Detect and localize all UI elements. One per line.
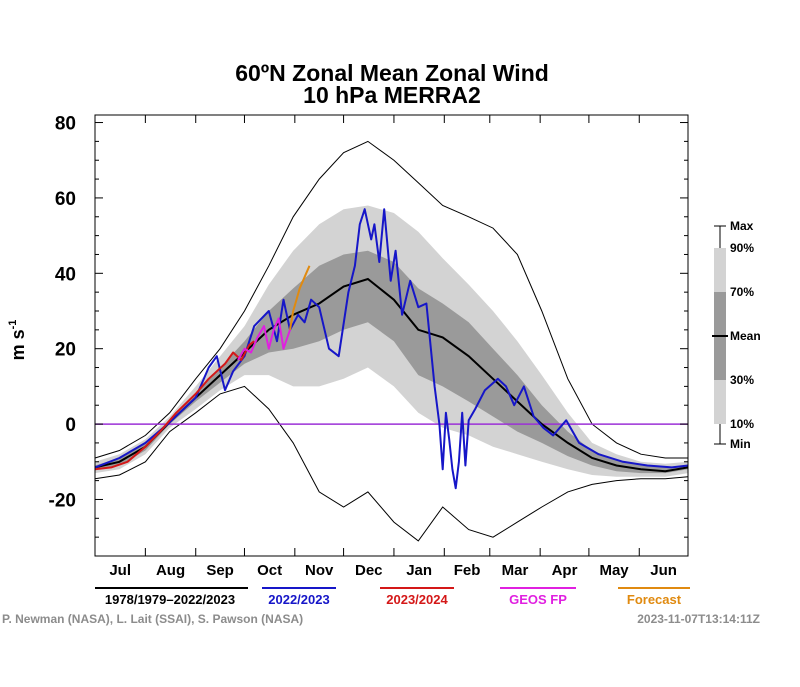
x-tick-label: Jun (650, 562, 677, 579)
x-tick-label: Dec (355, 562, 383, 579)
legend-geos-fp-label: GEOS FP (509, 592, 567, 607)
y-axis-label-text: m s (8, 329, 28, 360)
y-ticks: 80 60 40 20 0 -20 (49, 114, 688, 538)
legend-2022-2023-label: 2022/2023 (268, 592, 329, 607)
legend-percentile-label: Mean (730, 329, 761, 343)
plot-frame (94, 114, 689, 557)
x-tick-label: Apr (552, 562, 578, 579)
series-geos-fp-line (237, 317, 291, 361)
y-tick-label: -20 (49, 490, 76, 511)
chart-subtitle: 10 hPa MERRA2 (303, 82, 481, 108)
chart-title: 60ºN Zonal Mean Zonal Wind (235, 60, 549, 86)
min-line (94, 385, 689, 542)
legend-percentile-label: 10% (730, 417, 754, 431)
x-tick-label: Oct (257, 562, 282, 579)
plot-area (94, 114, 689, 557)
y-tick-label: 40 (55, 264, 76, 285)
x-tick-label: Aug (156, 562, 185, 579)
x-ticks: Jul Aug Sep Oct Nov Dec Jan Feb Mar Apr May Jun (94, 115, 689, 579)
legend-percentile-label: Max (730, 219, 754, 233)
credit-timestamp: 2023-11-07T13:14:11Z (637, 612, 760, 626)
band-30-70 (95, 250, 688, 474)
x-tick-label: Jul (109, 562, 131, 579)
y-tick-label: 20 (55, 340, 76, 361)
percentile-legend: Max 90% 70% Mean 30% 10% Min (712, 219, 761, 451)
x-tick-label: Nov (305, 562, 334, 579)
series-legend: 1978/1979–2022/2023 2022/2023 2023/2024 GEO… (95, 587, 690, 607)
x-tick-label: Jan (406, 562, 432, 579)
x-tick-label: Feb (454, 562, 481, 579)
legend-2023-2024-label: 2023/2024 (386, 592, 448, 607)
x-tick-label: Sep (206, 562, 234, 579)
legend-1978-2023-label: 1978/1979–2022/2023 (105, 592, 235, 607)
band-10-90 (95, 205, 688, 477)
y-tick-label: 0 (65, 415, 76, 436)
legend-percentile-label: Min (730, 437, 751, 451)
legend-forecast-label: Forecast (627, 592, 682, 607)
legend-percentile-label: 30% (730, 373, 754, 387)
x-tick-label: Mar (502, 562, 529, 579)
x-tick-label: May (599, 562, 629, 579)
credit-authors: P. Newman (NASA), L. Lait (SSAI), S. Paw… (2, 612, 303, 626)
y-axis-label: m s-1 (7, 320, 28, 361)
svg-text:m s-1: m s-1 (7, 320, 28, 361)
legend-percentile-label: 90% (730, 241, 754, 255)
series-forecast-line (289, 265, 311, 330)
series-2022-2023-line (94, 208, 689, 490)
y-axis-label-exponent: -1 (7, 320, 19, 330)
y-tick-label: 60 (55, 189, 76, 210)
legend-percentile-label: 70% (730, 285, 754, 299)
y-tick-label: 80 (55, 114, 76, 135)
